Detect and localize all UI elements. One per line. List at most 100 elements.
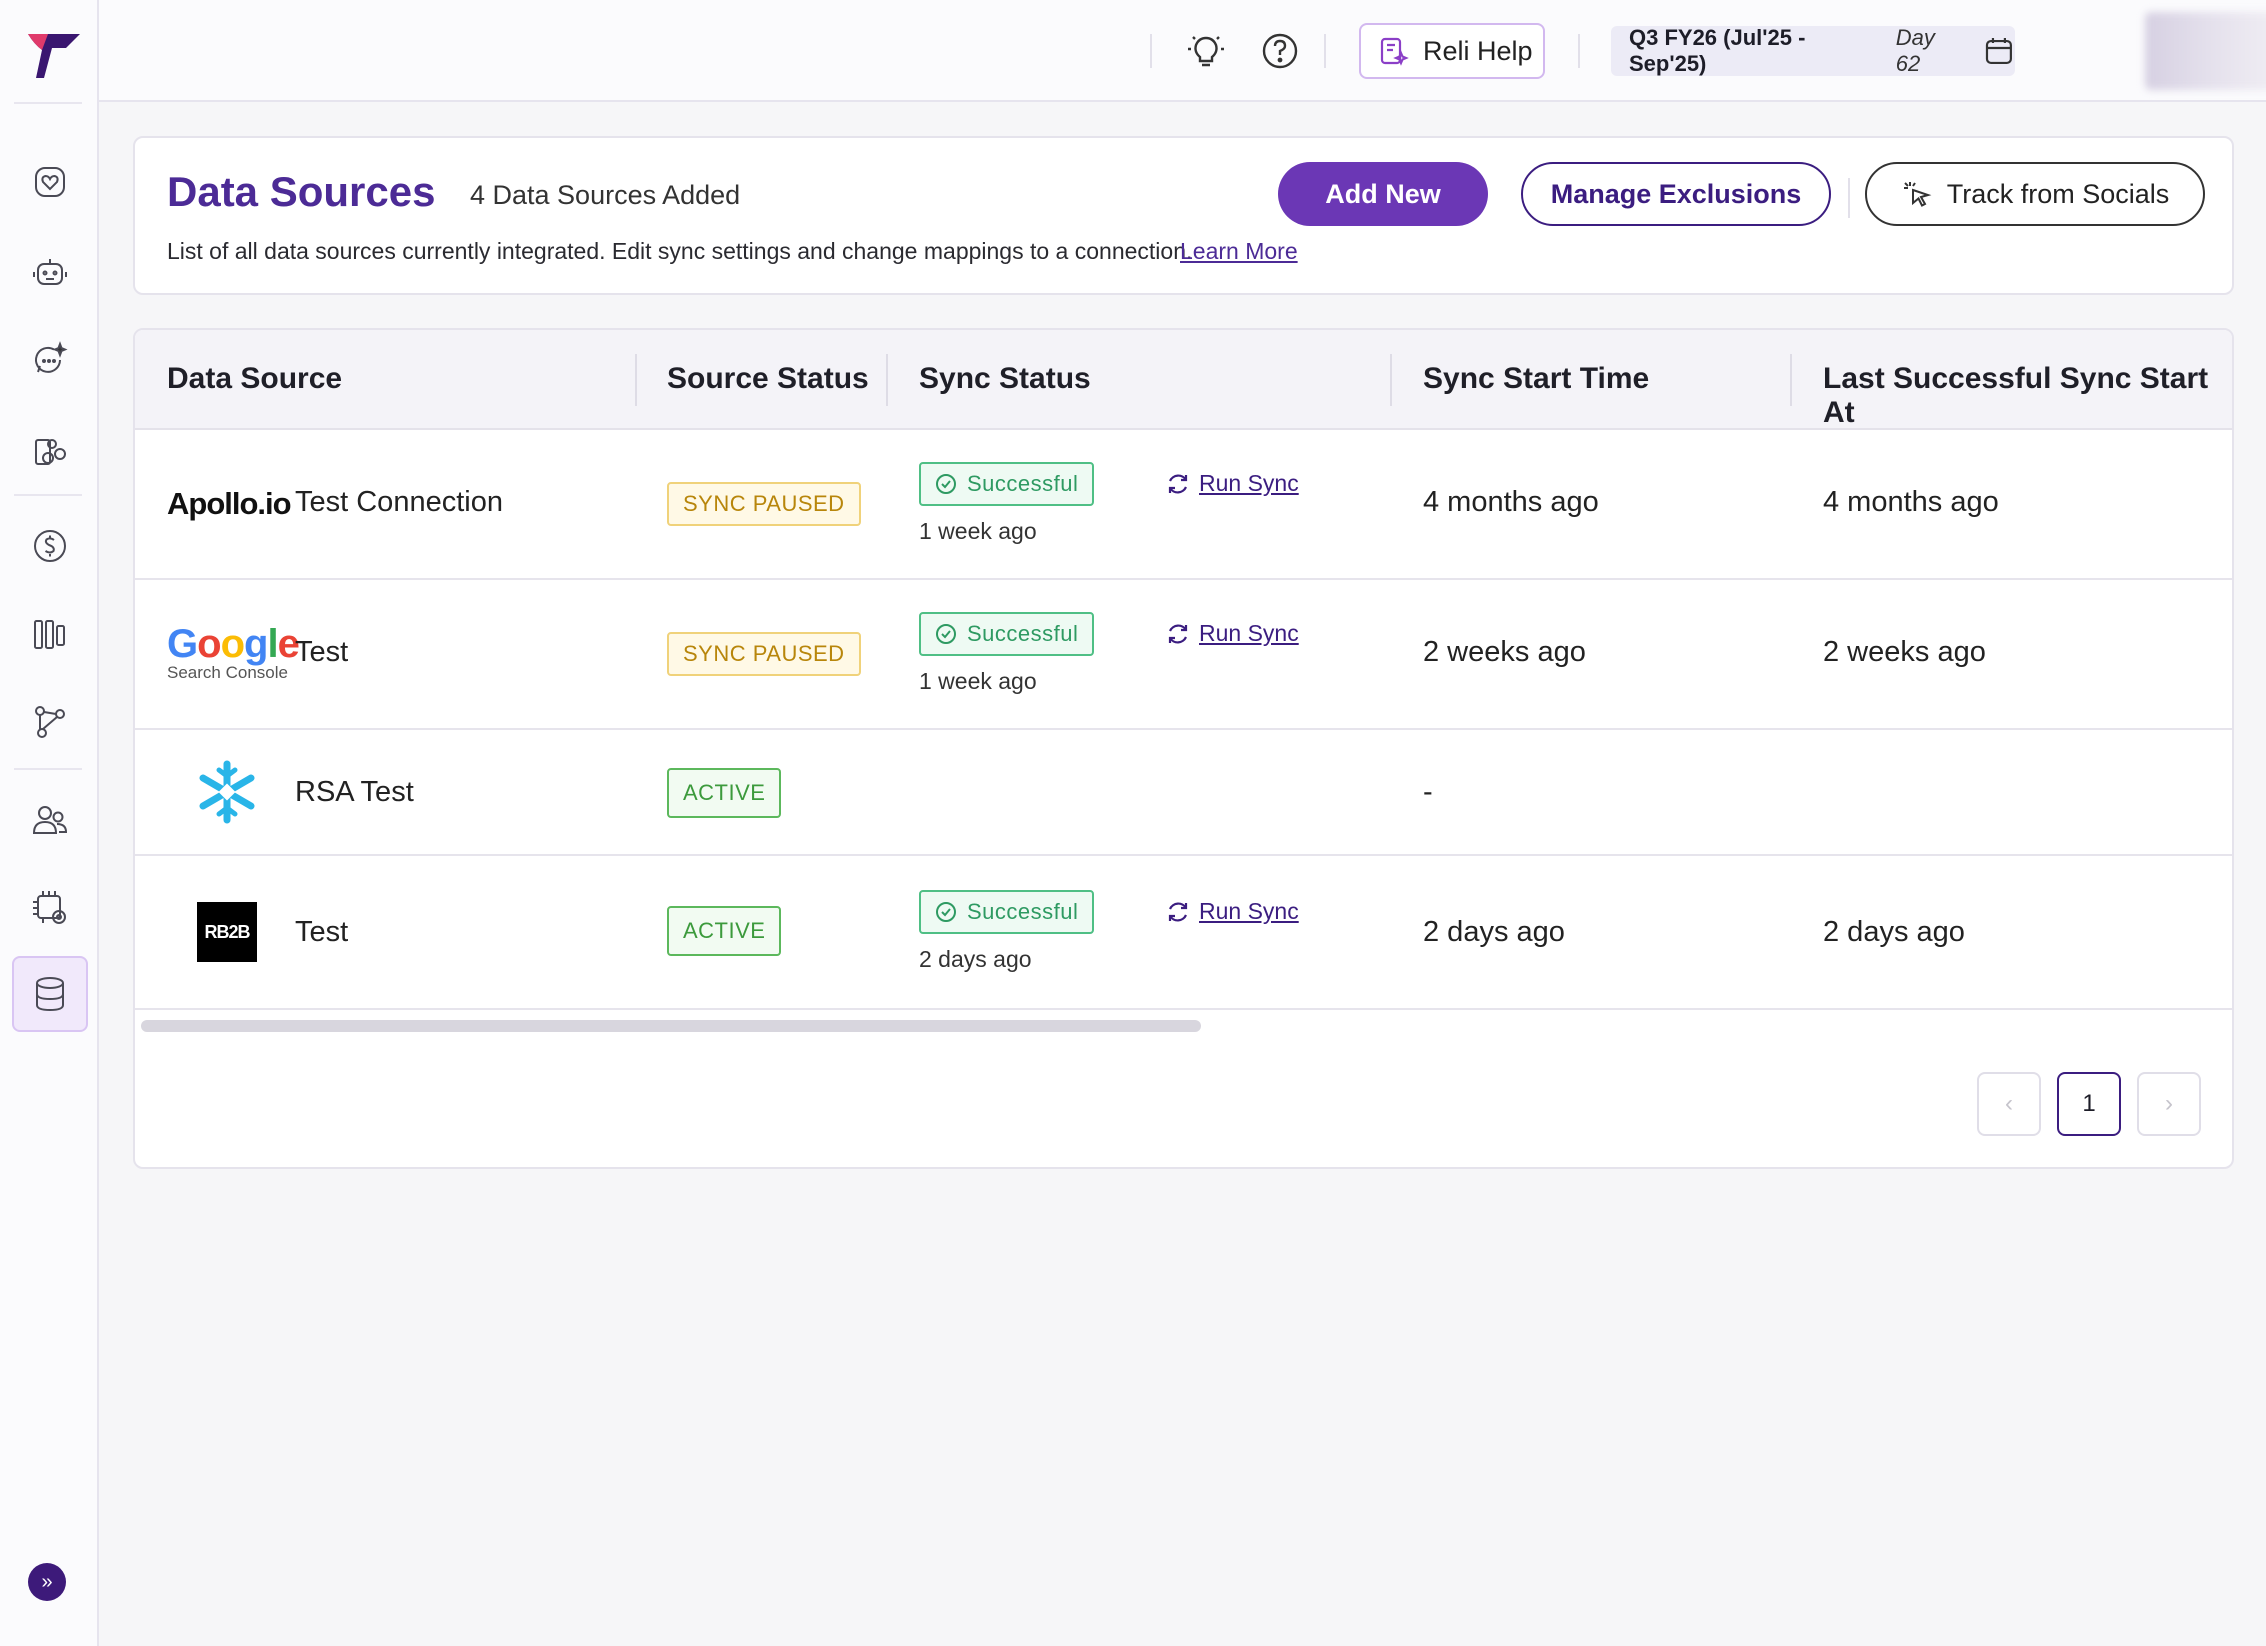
sidebar-item-data-sources[interactable] [12,956,88,1032]
sync-status-label: Successful [967,899,1079,924]
sidebar-item-users[interactable] [12,782,88,858]
robot-icon [33,259,67,285]
next-page-button[interactable]: › [2137,1072,2201,1136]
users-icon [32,806,68,834]
add-new-button[interactable]: Add New [1278,162,1488,226]
sidebar-item-health[interactable] [12,144,88,220]
snowflake-icon [199,760,255,824]
last-successful-sync: 2 days ago [1823,916,1965,948]
source-status-badge: ACTIVE [667,906,782,956]
sidebar-divider [14,494,82,496]
rb2b-logo: RB2B [197,902,257,962]
sidebar-divider [14,768,82,770]
quarter-selector[interactable]: Q3 FY26 (Jul'25 - Sep'25) Day 62 [1611,25,2015,76]
page-description: List of all data sources currently integ… [167,238,1193,264]
column-header-sync-status[interactable]: Sync Status [919,362,1091,395]
data-source-name: Test [295,916,349,948]
double-chevron-right-icon: » [41,1570,53,1593]
run-sync-link[interactable]: Run Sync [1165,898,1299,925]
top-bar: Reli Help Q3 FY26 (Jul'25 - Sep'25) Day … [99,0,2266,102]
sidebar-item-agents[interactable] [12,234,88,310]
sidebar-divider [14,102,82,104]
sync-start-time: 2 days ago [1423,916,1565,948]
column-divider [635,354,637,406]
header-divider [1848,178,1850,218]
app-logo[interactable] [26,32,82,80]
refresh-icon [1168,902,1188,921]
question-circle-icon [1262,33,1298,69]
data-source-count: 4 Data Sources Added [470,180,741,210]
quarter-day: Day 62 [1895,25,1935,76]
manage-exclusions-button[interactable]: Manage Exclusions [1521,162,1831,226]
sidebar-item-accounts[interactable] [12,412,88,488]
last-successful-sync: 2 weeks ago [1823,636,1986,668]
source-status-badge: SYNC PAUSED [667,632,861,676]
sync-start-time: - [1423,776,1433,808]
check-circle-icon [936,474,956,494]
table-row[interactable]: Apollo.io Test Connection SYNC PAUSED Su… [135,430,2232,580]
check-circle-icon [936,624,956,644]
track-from-socials-label: Track from Socials [1946,178,2170,209]
page-header-card: Data Sources 4 Data Sources Added List o… [133,136,2234,295]
topbar-divider [1150,34,1152,68]
track-from-socials-button[interactable]: Track from Socials [1865,162,2205,226]
page-number-button[interactable]: 1 [2057,1072,2121,1136]
sidebar-item-integrations-settings[interactable] [12,870,88,946]
calendar-icon [1986,38,2013,65]
chat-sparkle-icon [35,341,68,373]
accounts-icon [35,439,66,465]
table-row[interactable]: RB2B Test ACTIVE Successful 2 days ago R… [135,856,2232,1010]
column-header-data-source[interactable]: Data Source [167,362,343,395]
column-header-sync-start-time[interactable]: Sync Start Time [1423,362,1650,395]
page-title: Data Sources [167,168,436,215]
database-icon [36,977,64,1012]
column-header-last-successful[interactable]: Last Successful Sync Start At [1823,362,2209,429]
refresh-icon [1168,624,1188,643]
topbar-divider [1578,34,1580,68]
sync-status-badge: Successful [919,890,1095,934]
horizontal-scrollbar[interactable] [141,1020,1201,1032]
columns-icon [34,620,65,649]
run-sync-label: Run Sync [1199,620,1299,646]
table-header: Data Source Source Status Sync Status Sy… [135,330,2232,430]
table-row[interactable]: RSA Test ACTIVE - [135,730,2232,856]
sync-start-time: 2 weeks ago [1423,636,1586,668]
column-divider [1790,354,1792,406]
google-logo-text: Google [167,622,300,666]
reli-help-button[interactable]: Reli Help [1359,23,1545,79]
sidebar-item-revenue[interactable] [12,508,88,584]
lightbulb-icon [1188,36,1224,67]
data-source-name: Test [295,636,349,668]
sync-time: 1 week ago [919,518,1037,544]
table-row[interactable]: Google Search Console Test SYNC PAUSED S… [135,580,2232,730]
sidebar-item-workflows[interactable] [12,684,88,760]
google-search-console-logo: Google Search Console [167,622,300,683]
sync-status-badge: Successful [919,612,1095,656]
data-sources-table: Data Source Source Status Sync Status Sy… [133,328,2234,1169]
run-sync-label: Run Sync [1199,898,1299,924]
run-sync-label: Run Sync [1199,470,1299,496]
dollar-icon [34,530,66,562]
branch-icon [35,706,65,738]
ideas-button[interactable] [1182,27,1230,75]
sidebar-item-pipeline[interactable] [12,596,88,672]
sync-status-badge: Successful [919,462,1095,506]
user-profile[interactable] [2145,12,2266,90]
prev-page-button[interactable]: ‹ [1977,1072,2041,1136]
sync-status-label: Successful [967,471,1079,496]
cursor-click-icon [1903,182,1932,207]
column-header-source-status[interactable]: Source Status [667,362,869,395]
sidebar-item-ai-chat[interactable] [12,322,88,398]
reli-help-icon [1380,37,1409,66]
column-divider [886,354,888,406]
sync-time: 1 week ago [919,668,1037,694]
run-sync-link[interactable]: Run Sync [1165,620,1299,647]
expand-sidebar-button[interactable]: » [28,1563,66,1601]
reli-help-label: Reli Help [1423,35,1533,66]
source-status-badge: ACTIVE [667,768,782,818]
data-source-name: RSA Test [295,776,414,808]
learn-more-link[interactable]: Learn More [1180,238,1298,264]
chip-gear-icon [33,891,66,924]
help-button[interactable] [1256,27,1304,75]
run-sync-link[interactable]: Run Sync [1165,470,1299,497]
